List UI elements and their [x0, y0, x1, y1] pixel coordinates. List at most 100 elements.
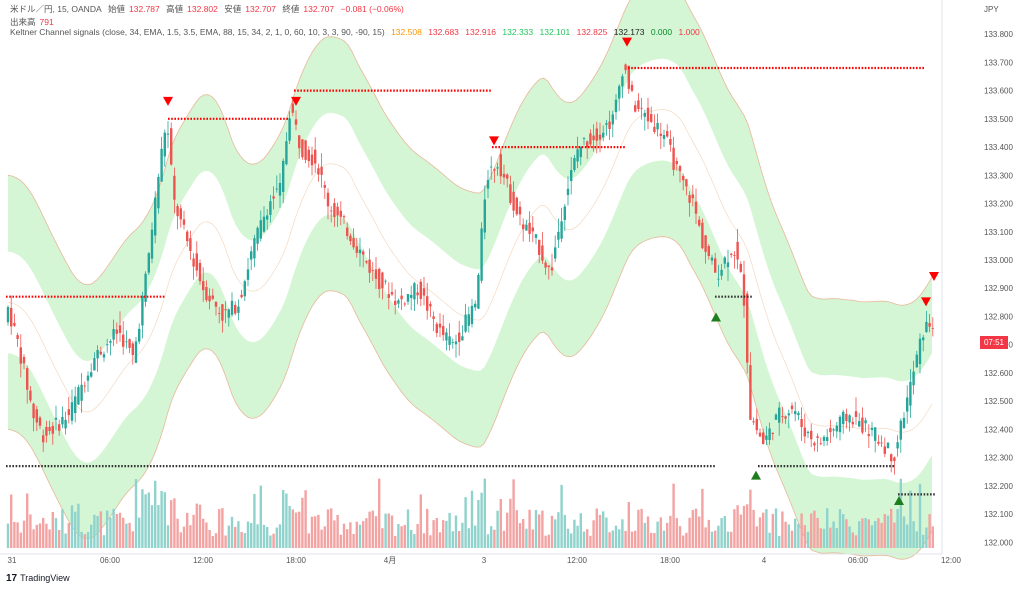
candle-body: [742, 274, 746, 306]
candle-body: [122, 334, 125, 347]
volume-bar: [438, 532, 442, 548]
volume-bar: [509, 498, 512, 548]
volume-bar: [118, 512, 122, 548]
candle-body: [915, 354, 918, 368]
candle-body: [557, 231, 560, 240]
volume-bar: [618, 529, 621, 548]
volume-bar: [218, 509, 221, 548]
volume-bar: [179, 532, 182, 548]
candle-body: [349, 235, 352, 242]
volume-bar: [685, 532, 688, 548]
candle-body: [541, 245, 544, 261]
volume-bar: [646, 516, 650, 548]
time-tick-label: 4: [762, 556, 767, 565]
candle-body: [22, 356, 26, 364]
volume-bar: [326, 509, 330, 548]
volume-bar: [528, 509, 531, 548]
candle-body: [90, 372, 93, 377]
volume-bar: [74, 511, 77, 548]
time-tick-label: 3: [482, 556, 487, 565]
candle-body: [160, 148, 163, 182]
volume-bar: [864, 518, 867, 548]
candle-body: [275, 188, 278, 190]
candle-body: [58, 424, 61, 431]
candle-body: [166, 133, 170, 135]
candle-body: [509, 184, 512, 203]
volume-bar: [390, 515, 394, 548]
volume-bar: [659, 517, 662, 548]
candle-body: [586, 141, 589, 148]
candle-body: [525, 224, 528, 231]
volume-bar: [630, 531, 634, 548]
candle-body: [19, 347, 22, 364]
candle-body: [685, 179, 688, 187]
low-label: 安値: [224, 4, 242, 14]
price-tick-label: 132.100: [984, 510, 1013, 519]
volume-bar: [554, 519, 557, 548]
low-value: 132.707: [245, 4, 277, 14]
candle-body: [141, 296, 144, 326]
volume-bar: [454, 515, 458, 548]
candle-body: [704, 235, 707, 252]
candle-body: [371, 270, 374, 271]
volume-bar: [922, 534, 925, 548]
volume-bar: [368, 511, 371, 548]
candle-body: [394, 300, 397, 305]
candle-body: [51, 426, 54, 434]
candle-body: [896, 442, 899, 449]
volume-bar: [778, 535, 781, 548]
volume-bar: [749, 489, 752, 548]
candle-body: [605, 123, 608, 125]
candle-body: [186, 231, 189, 242]
candle-body: [256, 227, 259, 244]
candle-body: [618, 86, 621, 99]
volume-bar: [502, 530, 506, 548]
volume-bar: [442, 520, 445, 548]
volume-bar: [570, 533, 573, 548]
candle-body: [816, 436, 819, 438]
sell-signal-triangle: [291, 96, 301, 106]
indicator-value: 132.508: [391, 27, 422, 37]
volume-bar: [733, 509, 736, 548]
volume-bar: [877, 518, 880, 548]
volume-bar: [54, 518, 58, 548]
candle-body: [531, 227, 534, 232]
candle-body: [13, 322, 16, 326]
candle-body: [243, 281, 246, 297]
candle-body: [813, 442, 816, 446]
volume-bar: [704, 527, 707, 548]
candle-body: [355, 246, 358, 253]
volume-bar: [752, 509, 755, 548]
volume-bar: [650, 532, 653, 548]
volume-bar: [797, 523, 800, 548]
candle-body: [182, 219, 186, 225]
candle-body: [454, 341, 458, 345]
volume-bar: [483, 478, 486, 548]
candle-body: [374, 269, 378, 279]
volume-bar: [918, 483, 922, 548]
candle-body: [560, 221, 563, 239]
volume-bar: [842, 514, 845, 548]
candle-body: [621, 76, 624, 87]
candle-body: [477, 274, 480, 309]
close-value: 132.707: [303, 4, 335, 14]
candle-body: [29, 390, 32, 401]
candle-body: [643, 112, 646, 117]
candle-body: [397, 300, 400, 304]
volume-bar: [301, 497, 304, 548]
candle-body: [634, 105, 637, 112]
candle-body: [35, 409, 38, 423]
volume-bar: [480, 492, 483, 548]
candle-body: [192, 258, 195, 267]
volume-bar: [822, 528, 826, 548]
volume-bar: [787, 524, 790, 548]
volume-bar: [595, 508, 598, 548]
volume-bar: [458, 531, 461, 548]
time-tick-label: 12:00: [941, 556, 962, 565]
volume-bar: [691, 510, 694, 548]
candle-body: [416, 292, 419, 296]
volume-bar: [634, 530, 637, 548]
volume-bar: [653, 533, 656, 548]
candle-body: [774, 414, 778, 420]
